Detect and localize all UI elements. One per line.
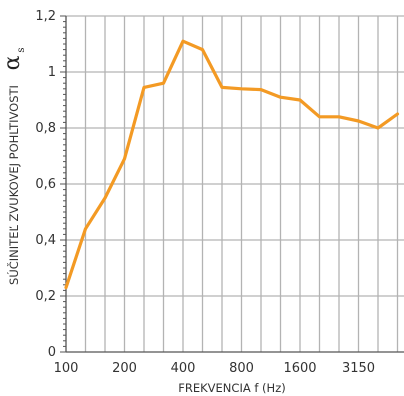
y-tick-label: 0 — [48, 345, 56, 360]
y-tick-label: 0,4 — [35, 233, 56, 248]
y-axis-symbol: α — [0, 55, 25, 70]
x-tick-label: 200 — [112, 361, 137, 376]
x-tick-label: 1600 — [283, 361, 316, 376]
series-line — [64, 39, 400, 290]
y-axis-title: SÚČINITEĽ ZVUKOVEJ POHLTIVOSTI — [6, 85, 21, 285]
y-tick-label: 0,6 — [35, 177, 56, 192]
x-tick-label: 100 — [54, 361, 79, 376]
x-tick-label: 3150 — [342, 361, 375, 376]
axes — [60, 15, 404, 353]
series-layer — [64, 39, 400, 290]
y-tick-label: 0,8 — [35, 121, 56, 136]
axis-titles: FREKVENCIA f (Hz) SÚČINITEĽ ZVUKOVEJ POH… — [0, 47, 286, 395]
y-tick-labels: 0 0,2 0,4 0,6 0,8 1 1,2 — [35, 9, 56, 360]
x-tick-label: 400 — [171, 361, 196, 376]
y-tick-label: 1 — [48, 65, 56, 80]
x-tick-label: 800 — [229, 361, 254, 376]
grid — [66, 15, 404, 352]
y-axis-symbol-subscript: s — [16, 47, 27, 52]
x-tick-labels: 100 200 400 800 1600 3150 — [54, 361, 375, 376]
x-axis-title: FREKVENCIA f (Hz) — [178, 381, 285, 395]
y-tick-label: 1,2 — [35, 9, 56, 24]
y-tick-label: 0,2 — [35, 289, 56, 304]
